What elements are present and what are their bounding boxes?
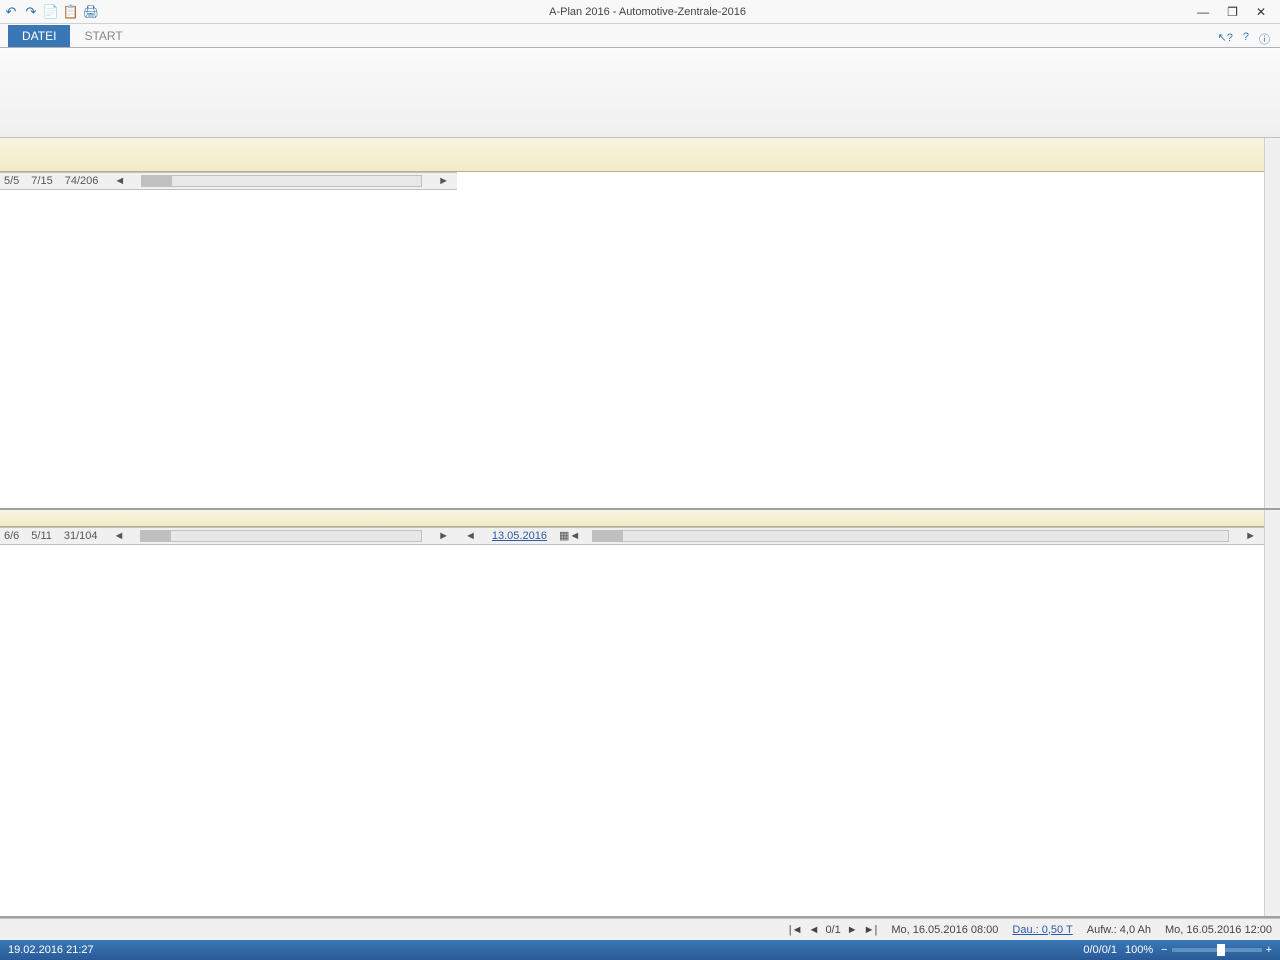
last-page-button[interactable]: ►| [864,924,878,936]
prev-page-button[interactable]: ◄ [809,924,820,936]
scroll-right-button[interactable]: ► [1241,530,1260,542]
qat-button[interactable]: ↶ [4,5,18,19]
date-pick-icon[interactable]: ▦◄ [559,529,580,542]
footer-count-3: 74/206 [65,175,99,187]
top-time-header [457,138,1264,172]
ribbon [0,48,1280,138]
scroll-right-button[interactable]: ► [434,530,453,542]
bottom-pane: 6/6 5/11 31/104 ◄ ► ◄ 13.05.2016 ▦◄ ► [0,510,1280,918]
title-bar: ↶ ↷ 📄 📋 🖨 A-Plan 2016 - Automotive-Zentrale-… [0,0,1280,24]
status-bar: |◄ ◄ 0/1 ► ►| Mo, 16.05.2016 08:00 Dau.:… [0,918,1280,940]
app-sub-counter: 0/0/0/1 [1083,944,1117,956]
qat-button[interactable]: 📋 [64,5,78,19]
app-status-bar: 19.02.2016 21:27 0/0/0/1 100% − + [0,940,1280,960]
status-effort: Aufw.: 4,0 Ah [1087,924,1151,936]
footer-count-3: 31/104 [64,530,98,542]
minimize-button[interactable]: — [1197,5,1209,19]
status-end-date: Mo, 16.05.2016 12:00 [1165,924,1272,936]
window-title: A-Plan 2016 - Automotive-Zentrale-2016 [98,6,1197,18]
help-icon[interactable]: ? [1243,31,1249,47]
quick-access-toolbar: ↶ ↷ 📄 📋 🖨 [0,5,98,19]
h-scrollbar[interactable] [141,175,422,187]
qat-button[interactable]: 📄 [44,5,58,19]
close-button[interactable]: ✕ [1256,5,1266,19]
work-area: 5/5 7/15 74/206 ◄ ► 6/6 5/11 31/104 [0,138,1280,918]
bottom-table: 6/6 5/11 31/104 ◄ ► [0,510,457,916]
top-split-footer: 5/5 7/15 74/206 ◄ ► [0,172,457,190]
footer-count-2: 7/15 [31,175,52,187]
bottom-split-footer: 6/6 5/11 31/104 ◄ ► [0,527,457,545]
info-icon[interactable]: ⓘ [1259,31,1270,47]
status-duration: Dau.: 0,50 T [1012,924,1072,936]
tab-file[interactable]: DATEI [8,25,70,47]
page-nav: |◄ ◄ 0/1 ► ►| [789,924,878,936]
tab-start[interactable]: START [70,25,136,47]
h-scrollbar[interactable] [140,530,422,542]
scroll-left-button[interactable]: ◄ [110,175,129,187]
zoom-slider[interactable]: − + [1161,944,1272,956]
maximize-button[interactable]: ❐ [1227,5,1238,19]
bottom-table-header [0,510,457,527]
zoom-level: 100% [1125,944,1153,956]
qat-button[interactable]: ↷ [24,5,38,19]
footer-date[interactable]: 13.05.2016 [492,530,547,542]
footer-count-2: 5/11 [31,530,52,542]
first-page-button[interactable]: |◄ [789,924,803,936]
top-gantt [457,138,1264,508]
help-cursor-icon[interactable]: ↖? [1218,31,1233,47]
top-table-header [0,138,457,172]
h-scrollbar[interactable] [592,530,1229,542]
footer-count-1: 6/6 [4,530,19,542]
window-controls: — ❐ ✕ [1197,5,1280,19]
footer-count-1: 5/5 [4,175,19,187]
help-icons: ↖? ? ⓘ [1218,31,1270,47]
page-indicator: 0/1 [825,924,840,936]
bottom-gantt-footer: ◄ 13.05.2016 ▦◄ ► [457,527,1264,545]
zoom-in-button[interactable]: + [1266,944,1272,956]
v-scrollbar[interactable] [1264,138,1280,508]
scroll-left-button[interactable]: ◄ [461,530,480,542]
top-table: 5/5 7/15 74/206 ◄ ► [0,138,457,508]
scroll-right-button[interactable]: ► [434,175,453,187]
status-start-date: Mo, 16.05.2016 08:00 [891,924,998,936]
scroll-left-button[interactable]: ◄ [110,530,129,542]
app-date-time: 19.02.2016 21:27 [8,944,94,956]
top-pane: 5/5 7/15 74/206 ◄ ► [0,138,1280,510]
zoom-out-button[interactable]: − [1161,944,1167,956]
bottom-time-header [457,510,1264,527]
qat-button[interactable]: 🖨 [84,5,98,19]
v-scrollbar[interactable] [1264,510,1280,916]
next-page-button[interactable]: ► [847,924,858,936]
ribbon-tabs: DATEI START ↖? ? ⓘ [0,24,1280,48]
bottom-gantt: ◄ 13.05.2016 ▦◄ ► [457,510,1264,916]
